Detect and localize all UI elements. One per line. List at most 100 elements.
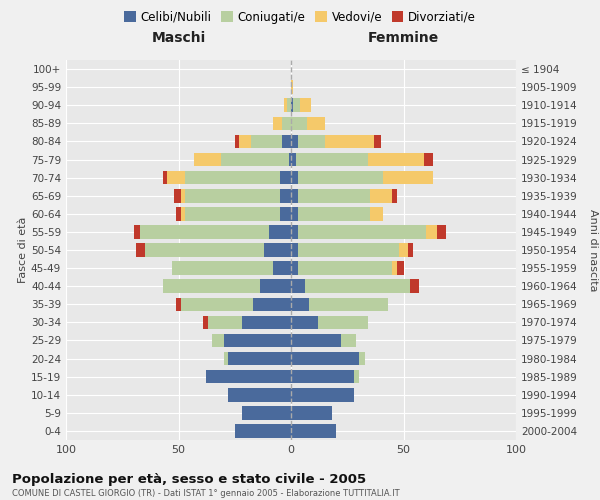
Bar	[269, 225, 291, 238]
Bar	[298, 189, 370, 202]
Bar	[185, 189, 280, 202]
Bar	[181, 189, 185, 202]
Bar	[260, 280, 291, 293]
Bar	[298, 243, 399, 257]
Text: Popolazione per età, sesso e stato civile - 2005: Popolazione per età, sesso e stato civil…	[12, 472, 366, 486]
Bar	[291, 388, 354, 402]
Bar	[253, 298, 291, 311]
Bar	[408, 243, 413, 257]
Bar	[291, 171, 298, 184]
Bar	[241, 406, 291, 419]
Bar	[280, 189, 291, 202]
Bar	[273, 116, 282, 130]
Bar	[194, 152, 221, 166]
Bar	[181, 207, 185, 220]
Bar	[291, 316, 318, 329]
Bar	[383, 171, 433, 184]
Bar	[298, 171, 383, 184]
Bar	[370, 207, 383, 220]
Bar	[176, 298, 181, 311]
Bar	[291, 406, 331, 419]
Bar	[228, 352, 291, 366]
Bar	[298, 207, 370, 220]
Bar	[399, 243, 408, 257]
Bar	[291, 334, 341, 347]
Bar	[208, 316, 241, 329]
Bar	[318, 316, 367, 329]
Bar	[241, 316, 291, 329]
Bar	[251, 134, 282, 148]
Bar	[228, 388, 291, 402]
Bar	[172, 262, 273, 275]
Bar	[300, 98, 311, 112]
Bar	[223, 334, 291, 347]
Bar	[273, 262, 291, 275]
Bar	[341, 334, 356, 347]
Y-axis label: Fasce di età: Fasce di età	[18, 217, 28, 283]
Bar	[325, 134, 374, 148]
Bar	[163, 280, 260, 293]
Bar	[291, 152, 296, 166]
Bar	[181, 298, 253, 311]
Bar	[298, 225, 426, 238]
Bar	[185, 171, 280, 184]
Bar	[392, 262, 397, 275]
Bar	[289, 152, 291, 166]
Bar	[185, 207, 280, 220]
Y-axis label: Anni di nascita: Anni di nascita	[589, 209, 598, 291]
Bar	[291, 243, 298, 257]
Bar	[291, 207, 298, 220]
Text: Maschi: Maschi	[151, 31, 206, 45]
Bar	[367, 152, 424, 166]
Bar	[205, 370, 291, 384]
Bar	[291, 280, 305, 293]
Bar	[282, 116, 291, 130]
Bar	[235, 134, 239, 148]
Bar	[291, 370, 354, 384]
Bar	[291, 98, 293, 112]
Bar	[296, 152, 367, 166]
Bar	[291, 80, 293, 94]
Bar	[309, 298, 388, 311]
Bar	[370, 189, 392, 202]
Bar	[282, 134, 291, 148]
Bar	[284, 98, 287, 112]
Bar	[140, 225, 269, 238]
Bar	[223, 352, 228, 366]
Bar	[167, 171, 185, 184]
Bar	[291, 424, 336, 438]
Bar	[136, 243, 145, 257]
Bar	[291, 298, 309, 311]
Bar	[291, 116, 307, 130]
Bar	[163, 171, 167, 184]
Bar	[291, 134, 298, 148]
Bar	[307, 116, 325, 130]
Bar	[410, 280, 419, 293]
Bar	[145, 243, 264, 257]
Bar	[212, 334, 223, 347]
Bar	[287, 98, 291, 112]
Text: COMUNE DI CASTEL GIORGIO (TR) - Dati ISTAT 1° gennaio 2005 - Elaborazione TUTTIT: COMUNE DI CASTEL GIORGIO (TR) - Dati IST…	[12, 489, 400, 498]
Bar	[437, 225, 446, 238]
Bar	[291, 262, 298, 275]
Bar	[426, 225, 437, 238]
Bar	[354, 370, 359, 384]
Text: Femmine: Femmine	[368, 31, 439, 45]
Bar	[359, 352, 365, 366]
Bar	[133, 225, 140, 238]
Bar	[291, 225, 298, 238]
Bar	[176, 207, 181, 220]
Bar	[298, 262, 392, 275]
Legend: Celibi/Nubili, Coniugati/e, Vedovi/e, Divorziati/e: Celibi/Nubili, Coniugati/e, Vedovi/e, Di…	[119, 6, 481, 28]
Bar	[235, 424, 291, 438]
Bar	[298, 134, 325, 148]
Bar	[291, 189, 298, 202]
Bar	[280, 207, 291, 220]
Bar	[397, 262, 404, 275]
Bar	[424, 152, 433, 166]
Bar	[280, 171, 291, 184]
Bar	[264, 243, 291, 257]
Bar	[174, 189, 181, 202]
Bar	[221, 152, 289, 166]
Bar	[291, 352, 359, 366]
